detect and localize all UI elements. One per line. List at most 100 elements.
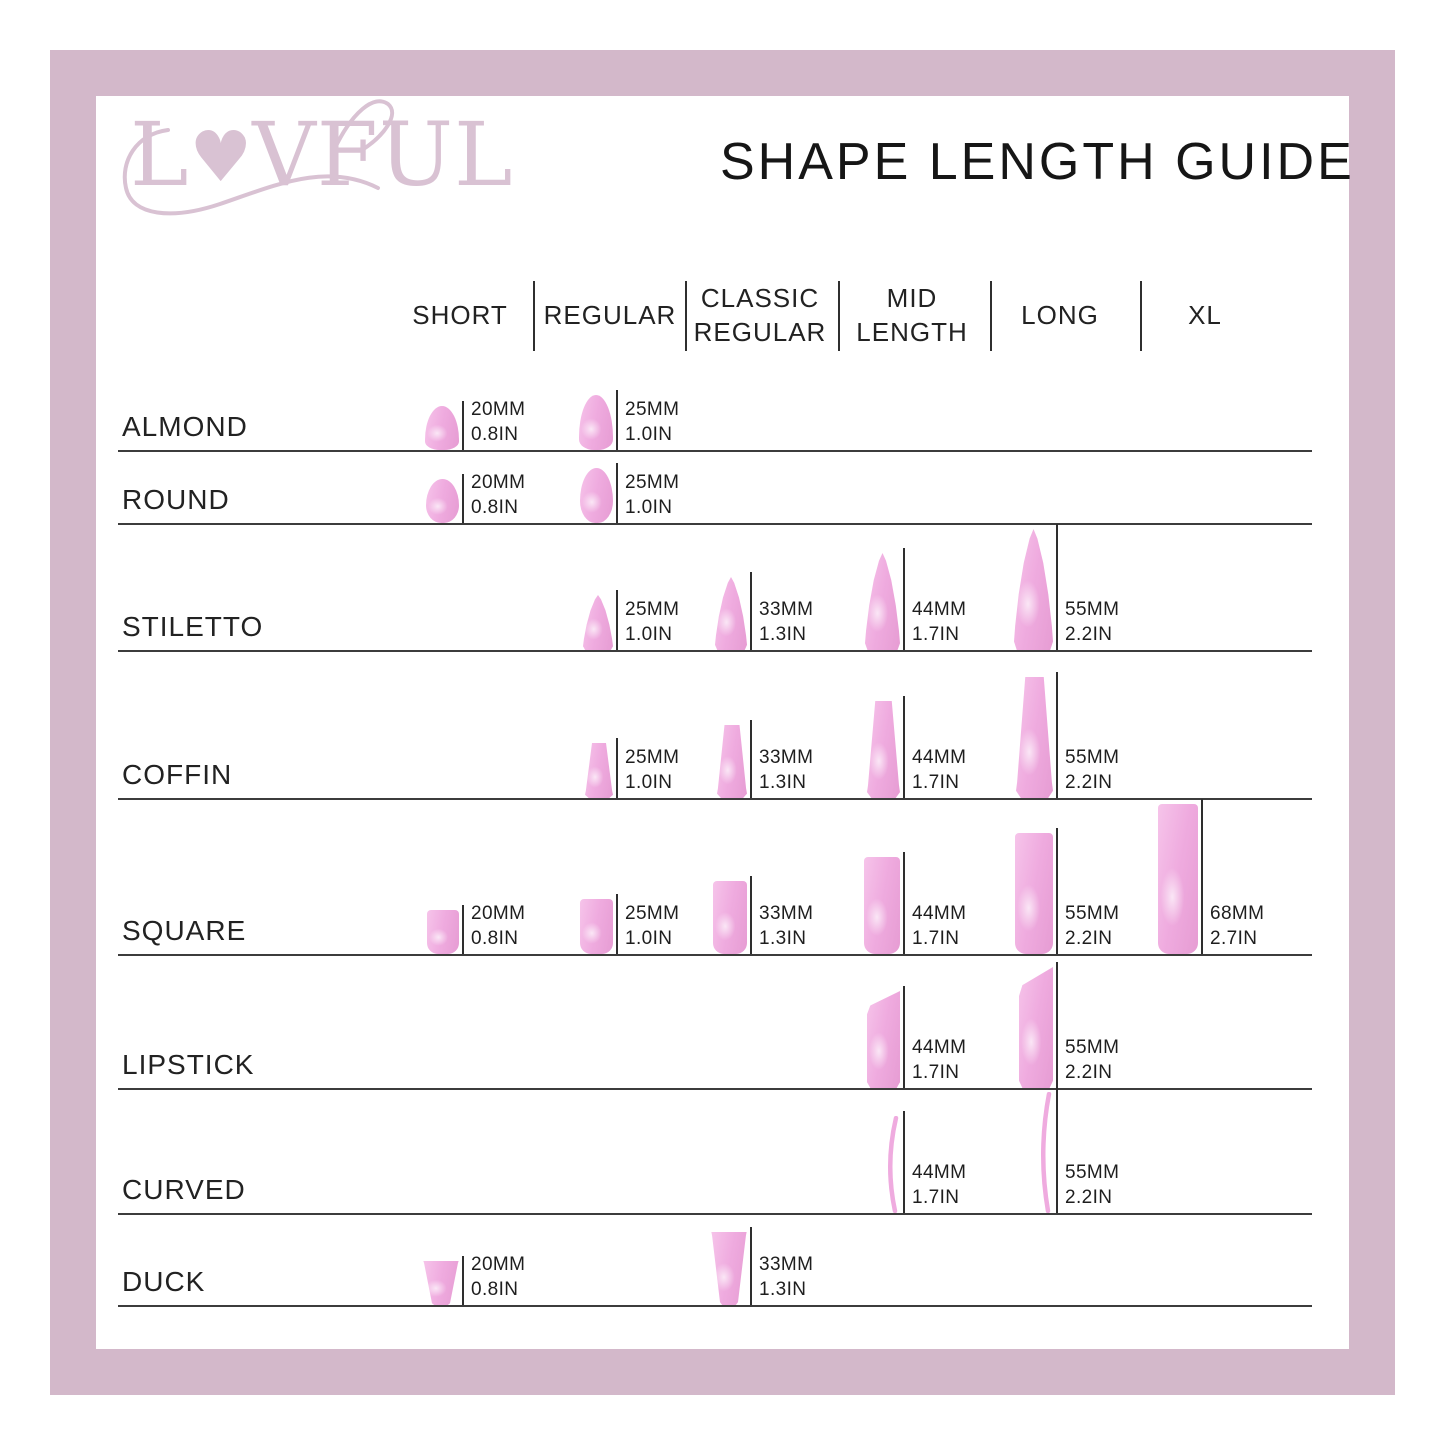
header-divider-line	[685, 281, 687, 351]
measurement-mm: 44MM	[912, 1036, 967, 1058]
header-divider-line	[990, 281, 992, 351]
square-nail-icon	[1015, 833, 1053, 954]
measure-tick-line	[903, 696, 905, 798]
measure-tick-line	[462, 474, 464, 523]
stiletto-nail-icon	[583, 595, 613, 650]
stiletto-nail-icon	[1014, 529, 1053, 650]
measurement-label: 25MM 1.0IN	[625, 470, 679, 521]
measure-tick-line	[1056, 828, 1058, 954]
measurement-mm: 33MM	[759, 746, 814, 768]
row-label-stiletto: STILETTO	[122, 611, 264, 642]
row-underline	[118, 1213, 1312, 1215]
duck-nail-icon	[423, 1261, 459, 1305]
column-header-long: LONG	[975, 280, 1145, 352]
size-cell-duck-classic-regular: 33MM 1.3IN	[711, 1227, 813, 1305]
measurement-inch: 1.3IN	[759, 772, 807, 794]
measurement-label: 44MM 1.7IN	[912, 1160, 966, 1211]
row-label-square: SQUARE	[122, 915, 247, 946]
measurement-label: 25MM 1.0IN	[625, 745, 679, 796]
size-cell-almond-regular: 25MM 1.0IN	[579, 390, 679, 450]
measurement-label: 25MM 1.0IN	[625, 597, 679, 648]
measurement-mm: 55MM	[1065, 1036, 1120, 1058]
measurement-mm: 33MM	[759, 1253, 814, 1275]
row-underline	[118, 523, 1312, 525]
row-underline	[118, 450, 1312, 452]
measurement-mm: 25MM	[625, 598, 680, 620]
coffin-nail-icon	[1016, 677, 1053, 798]
measurement-mm: 44MM	[912, 598, 967, 620]
size-cell-square-xl: 68MM 2.7IN	[1158, 799, 1264, 954]
measurement-label: 25MM 1.0IN	[625, 901, 679, 952]
measurement-label: 33MM 1.3IN	[759, 1252, 813, 1303]
measurement-mm: 68MM	[1210, 902, 1265, 924]
measurement-label: 33MM 1.3IN	[759, 597, 813, 648]
measurement-mm: 25MM	[625, 398, 680, 420]
row-label-duck: DUCK	[122, 1266, 206, 1297]
measurement-inch: 1.0IN	[625, 772, 673, 794]
measure-tick-line	[462, 1256, 464, 1305]
row-underline	[118, 954, 1312, 956]
row-label-coffin: COFFIN	[122, 759, 233, 790]
logo-letter-l: L	[130, 103, 190, 206]
column-header-line: MID	[886, 283, 938, 314]
size-cell-square-mid-length: 44MM 1.7IN	[864, 852, 966, 954]
measurement-inch: 2.2IN	[1065, 624, 1113, 646]
size-cell-stiletto-classic-regular: 33MM 1.3IN	[715, 572, 813, 650]
measurement-mm: 33MM	[759, 598, 814, 620]
logo-heart-icon: ♥	[189, 116, 253, 198]
measurement-label: 20MM 0.8IN	[471, 901, 525, 952]
measurement-label: 55MM 2.2IN	[1065, 1035, 1119, 1086]
stiletto-nail-icon	[865, 553, 900, 650]
almond-nail-icon	[425, 406, 459, 450]
logo-text: L♥VFUL	[130, 102, 513, 208]
column-header-line: REGULAR	[543, 300, 677, 331]
curved-nail-icon	[1040, 1092, 1052, 1213]
size-cell-square-classic-regular: 33MM 1.3IN	[713, 876, 813, 954]
row-label-lipstick: LIPSTICK	[122, 1049, 255, 1080]
measure-tick-line	[1056, 524, 1058, 650]
size-cell-square-long: 55MM 2.2IN	[1015, 828, 1119, 954]
measurement-inch: 1.0IN	[625, 497, 673, 519]
measurement-label: 55MM 2.2IN	[1065, 745, 1119, 796]
measurement-inch: 1.7IN	[912, 928, 960, 950]
almond-nail-icon	[579, 395, 613, 450]
column-header-line: XL	[1188, 300, 1222, 331]
measure-tick-line	[750, 572, 752, 650]
measurement-inch: 1.7IN	[912, 772, 960, 794]
square-nail-icon	[1158, 804, 1198, 954]
measure-tick-line	[1056, 672, 1058, 798]
measurement-label: 20MM 0.8IN	[471, 397, 525, 448]
column-header-line: SHORT	[412, 300, 508, 331]
logo-swash-icon	[122, 99, 395, 216]
measurement-mm: 25MM	[625, 471, 680, 493]
measure-tick-line	[616, 894, 618, 954]
header-divider-line	[533, 281, 535, 351]
measure-tick-line	[903, 1111, 905, 1213]
measurement-inch: 1.0IN	[625, 424, 673, 446]
square-nail-icon	[427, 910, 459, 954]
measure-tick-line	[616, 738, 618, 798]
brand-logo: L♥VFUL	[116, 92, 512, 242]
measure-tick-line	[1056, 962, 1058, 1088]
size-cell-curved-mid-length: 44MM 1.7IN	[884, 1111, 966, 1213]
measurement-mm: 20MM	[471, 902, 526, 924]
column-header-line: LONG	[1021, 300, 1099, 331]
measurement-inch: 2.2IN	[1065, 1187, 1113, 1209]
column-header-line: CLASSIC	[700, 283, 820, 314]
measurement-label: 33MM 1.3IN	[759, 745, 813, 796]
size-cell-square-regular: 25MM 1.0IN	[580, 894, 679, 954]
size-cell-round-regular: 25MM 1.0IN	[580, 463, 679, 523]
size-cell-stiletto-long: 55MM 2.2IN	[1014, 524, 1119, 650]
size-cell-square-short: 20MM 0.8IN	[427, 901, 525, 954]
measure-tick-line	[462, 905, 464, 954]
measurement-mm: 44MM	[912, 902, 967, 924]
round-nail-icon	[426, 479, 459, 523]
measurement-label: 55MM 2.2IN	[1065, 1160, 1119, 1211]
size-cell-coffin-mid-length: 44MM 1.7IN	[867, 696, 966, 798]
measurement-inch: 1.3IN	[759, 928, 807, 950]
measurement-inch: 1.0IN	[625, 928, 673, 950]
measurement-mm: 25MM	[625, 902, 680, 924]
measurement-inch: 1.3IN	[759, 624, 807, 646]
measurement-label: 55MM 2.2IN	[1065, 901, 1119, 952]
curved-nail-icon	[888, 1116, 899, 1213]
